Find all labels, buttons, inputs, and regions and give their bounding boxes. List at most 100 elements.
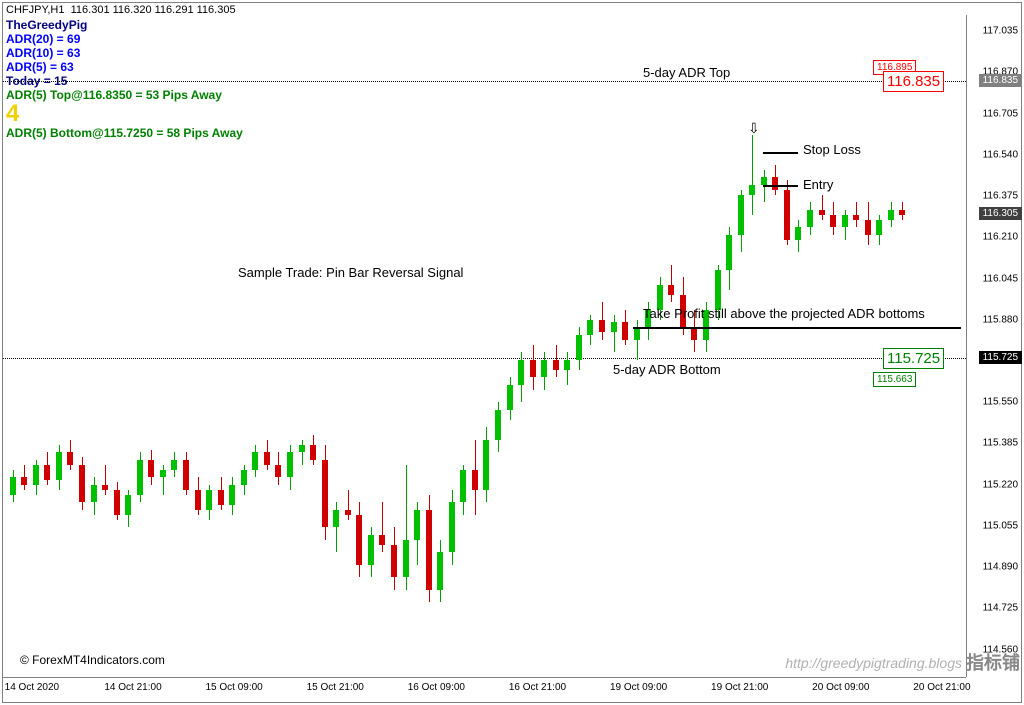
candle-body: [310, 445, 316, 460]
annotation: Take Profit still above the projected AD…: [643, 306, 925, 321]
candle-body: [195, 490, 201, 510]
y-axis: 117.035116.870116.835116.705116.540116.3…: [966, 15, 1022, 677]
annotation: 5-day ADR Bottom: [613, 362, 721, 377]
candle-body: [865, 220, 871, 235]
candle-body: [876, 220, 882, 235]
candle-wick: [302, 440, 303, 465]
candle-body: [807, 210, 813, 227]
adr_top-line: [3, 81, 966, 82]
x-axis-label: 19 Oct 09:00: [610, 682, 667, 693]
candle-body: [460, 470, 466, 502]
price-badge: 115.725: [979, 351, 1022, 364]
candle-body: [229, 485, 235, 505]
candle-body: [472, 470, 478, 490]
candle-wick: [637, 320, 638, 360]
x-axis-label: 19 Oct 21:00: [711, 682, 768, 693]
candle-body: [391, 545, 397, 577]
y-axis-label: 116.210: [983, 232, 1018, 243]
annotation: Sample Trade: Pin Bar Reversal Signal: [238, 265, 463, 280]
candle-body: [899, 210, 905, 215]
candle-body: [599, 320, 605, 332]
candle-body: [356, 515, 362, 565]
candle-body: [171, 460, 177, 470]
x-axis-label: 20 Oct 09:00: [812, 682, 869, 693]
copyright: © ForexMT4Indicators.com: [20, 653, 165, 667]
candle-body: [368, 535, 374, 565]
candle-body: [541, 360, 547, 377]
candle-wick: [822, 195, 823, 220]
candle-body: [252, 452, 258, 469]
watermark: http://greedypigtrading.blogs: [785, 655, 962, 671]
candle-body: [576, 335, 582, 360]
candle-body: [137, 460, 143, 495]
candle-body: [379, 535, 385, 545]
candle-body: [611, 322, 617, 332]
candle-body: [564, 360, 570, 370]
candle-body: [437, 552, 443, 589]
candle-body: [715, 270, 721, 310]
candle-body: [738, 195, 744, 235]
candle-body: [842, 215, 848, 227]
candle-body: [749, 185, 755, 195]
candle-body: [414, 510, 420, 540]
adr_bottom-line: [3, 358, 966, 359]
candle-wick: [671, 265, 672, 302]
candle-body: [784, 190, 790, 240]
price-badge: 116.835: [979, 74, 1022, 87]
x-axis-label: 16 Oct 21:00: [509, 682, 566, 693]
annotation: Stop Loss: [803, 142, 861, 157]
candle-body: [333, 510, 339, 527]
level-line: [763, 152, 798, 154]
annotation: 5-day ADR Top: [643, 65, 730, 80]
price-box: 115.725: [883, 348, 944, 369]
candle-body: [726, 235, 732, 270]
candle-body: [183, 460, 189, 490]
candle-body: [125, 495, 131, 515]
candle-body: [426, 510, 432, 590]
y-axis-label: 116.045: [983, 273, 1018, 284]
candle-body: [275, 465, 281, 477]
y-axis-label: 117.035: [983, 26, 1018, 37]
candle-body: [67, 452, 73, 464]
y-axis-label: 115.880: [983, 314, 1018, 325]
candle-body: [345, 510, 351, 515]
y-axis-label: 115.220: [983, 479, 1018, 490]
candle-body: [56, 452, 62, 479]
candle-wick: [105, 465, 106, 495]
y-axis-label: 116.375: [983, 191, 1018, 202]
candle-body: [287, 452, 293, 477]
candle-body: [299, 445, 305, 452]
price-box: 115.663: [873, 372, 916, 387]
plot-area[interactable]: 5-day ADR Top 5-day ADR Bottom Sample Trad…: [3, 15, 966, 677]
candle-body: [102, 485, 108, 490]
candle-body: [449, 502, 455, 552]
candle-body: [322, 460, 328, 527]
y-axis-label: 115.385: [983, 438, 1018, 449]
candle-body: [483, 440, 489, 490]
candle-body: [553, 360, 559, 370]
candle-body: [148, 460, 154, 477]
candle-body: [79, 465, 85, 502]
candle-body: [160, 470, 166, 477]
candle-body: [830, 215, 836, 227]
candle-body: [888, 210, 894, 220]
candle-body: [772, 177, 778, 189]
annotation: Entry: [803, 177, 833, 192]
y-axis-label: 114.890: [983, 562, 1018, 573]
candle-wick: [614, 315, 615, 352]
y-axis-label: 114.725: [983, 603, 1018, 614]
candle-body: [530, 360, 536, 377]
level-line: [763, 185, 798, 187]
candle-body: [403, 540, 409, 577]
y-axis-label: 115.550: [983, 397, 1018, 408]
candle-body: [241, 470, 247, 485]
candle-body: [33, 465, 39, 485]
candle-body: [668, 285, 674, 295]
level-line: [633, 327, 961, 329]
x-axis-label: 14 Oct 21:00: [104, 682, 161, 693]
candle-wick: [348, 490, 349, 520]
candle-wick: [752, 135, 753, 215]
x-axis-label: 20 Oct 21:00: [913, 682, 970, 693]
y-axis-label: 116.705: [983, 108, 1018, 119]
candle-body: [819, 210, 825, 215]
